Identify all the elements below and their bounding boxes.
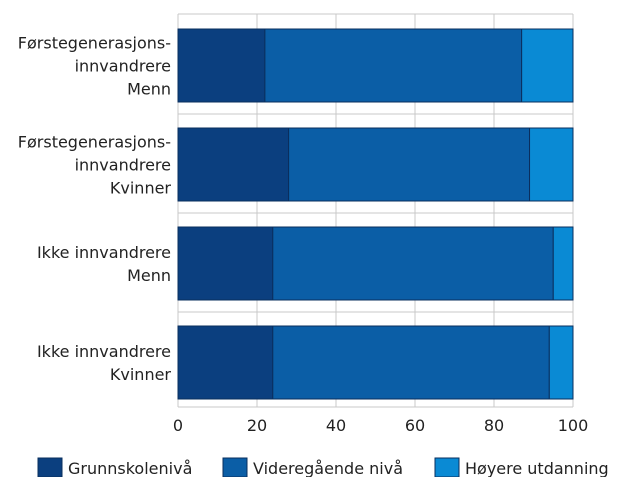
bar-segment (177, 226, 274, 301)
x-tick-label: 60 (405, 416, 425, 435)
category-label: Førstegenerasjons-innvandrere Menn (18, 34, 171, 99)
category-label-line: Kvinner (110, 365, 172, 384)
bars (177, 28, 574, 400)
category-label-line: Ikke innvandrere (37, 342, 171, 361)
category-labels: Førstegenerasjons-innvandrere MennFørsteg… (18, 34, 172, 385)
bar-segment (264, 28, 523, 103)
legend-swatch (37, 457, 63, 478)
x-tick-label: 20 (247, 416, 267, 435)
bar-segment (521, 28, 574, 103)
category-label-line: Menn (127, 266, 171, 285)
bar-segment (177, 28, 266, 103)
category-label-line: Ikke innvandrere (37, 243, 171, 262)
x-tick-label: 40 (326, 416, 346, 435)
category-label-line: Kvinner (110, 179, 172, 198)
category-label: Ikke innvandrere Kvinner (37, 342, 171, 384)
bar-segment (529, 127, 574, 202)
bar-segment (177, 325, 274, 400)
legend-label: Høyere utdanning (465, 459, 609, 477)
bar-segment (288, 127, 531, 202)
x-axis-ticks: 0 20 40 60 80 100 (173, 416, 588, 435)
bar-segment (272, 325, 550, 400)
bar-segment (548, 325, 574, 400)
category-label-line: innvandrere (75, 57, 171, 76)
category-label-line: Menn (127, 80, 171, 99)
category-label: Ikke innvandrere Menn (37, 243, 171, 285)
legend-swatch (222, 457, 248, 478)
legend-label: Videregående nivå (253, 459, 403, 477)
bar-segment (552, 226, 574, 301)
legend: Grunnskolenivå Videregående nivå Høyere ut… (37, 457, 609, 478)
category-label-line: Førstegenerasjons- (18, 133, 171, 152)
category-label-line: innvandrere (75, 156, 171, 175)
bar-segment (272, 226, 554, 301)
x-tick-label: 0 (173, 416, 183, 435)
category-label: Førstegenerasjons-innvandrere Kvinner (18, 133, 172, 198)
category-label-line: Førstegenerasjons- (18, 34, 171, 53)
legend-label: Grunnskolenivå (68, 459, 192, 477)
x-tick-label: 100 (558, 416, 589, 435)
legend-swatch (434, 457, 460, 478)
bar-segment (177, 127, 290, 202)
x-tick-label: 80 (484, 416, 504, 435)
